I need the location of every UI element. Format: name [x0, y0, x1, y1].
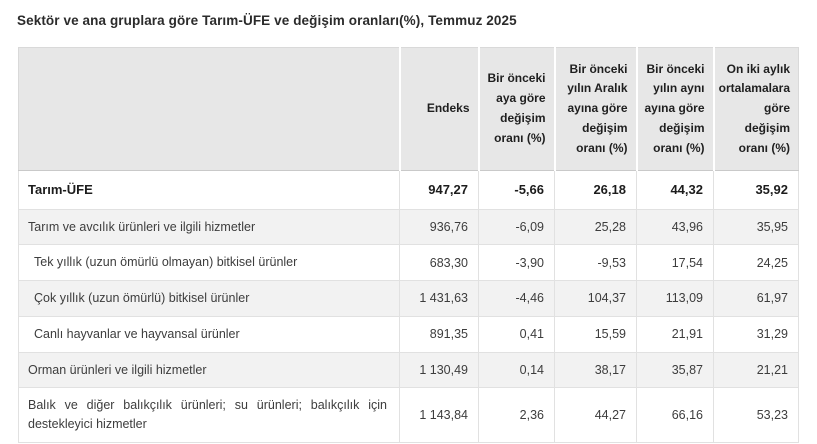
row-label: Tarım ve avcılık ürünleri ve ilgili hizm…: [18, 208, 400, 246]
cell-twelve-month-avg-change: 24,25: [713, 244, 799, 281]
cell-endeks: 1 431,63: [399, 280, 479, 317]
header-row: Endeks Bir önceki aya göre değişim oranı…: [18, 47, 799, 171]
cell-since-december-change: 104,37: [554, 280, 637, 317]
row-label: Orman ürünleri ve ilgili hizmetler: [18, 351, 400, 389]
table-body: Tarım-ÜFE 947,27 -5,66 26,18 44,32 35,92…: [18, 170, 799, 443]
cell-twelve-month-avg-change: 61,97: [713, 280, 799, 317]
cell-monthly-change: 2,36: [478, 387, 555, 443]
table-header: Endeks Bir önceki aya göre değişim oranı…: [18, 47, 799, 171]
column-header-twelve-month-avg-change: On iki aylık ortalamalara göre değişim o…: [712, 47, 799, 171]
cell-endeks: 936,76: [399, 208, 479, 246]
table-row: Orman ürünleri ve ilgili hizmetler 1 130…: [18, 351, 799, 389]
cell-annual-change: 43,96: [636, 208, 714, 246]
cell-annual-change: 35,87: [636, 351, 714, 389]
cell-monthly-change: 0,41: [478, 315, 555, 353]
cell-since-december-change: 15,59: [554, 315, 637, 353]
cell-twelve-month-avg-change: 21,21: [713, 351, 799, 389]
cell-twelve-month-avg-change: 53,23: [713, 387, 799, 443]
cell-annual-change: 21,91: [636, 315, 714, 353]
row-label: Çok yıllık (uzun ömürlü) bitkisel ürünle…: [18, 280, 400, 317]
table-row: Tarım ve avcılık ürünleri ve ilgili hizm…: [18, 208, 799, 246]
row-label: Balık ve diğer balıkçılık ürünleri; su ü…: [18, 387, 400, 443]
cell-monthly-change: 0,14: [478, 351, 555, 389]
cell-annual-change: 44,32: [636, 170, 714, 210]
cell-since-december-change: 38,17: [554, 351, 637, 389]
cell-endeks: 947,27: [399, 170, 479, 210]
cell-twelve-month-avg-change: 35,95: [713, 208, 799, 246]
cell-endeks: 1 143,84: [399, 387, 479, 443]
column-header-endeks: Endeks: [398, 47, 479, 171]
cell-monthly-change: -3,90: [478, 244, 555, 281]
cell-annual-change: 17,54: [636, 244, 714, 281]
column-header-annual-change: Bir önceki yılın aynı ayına göre değişim…: [635, 47, 714, 171]
table-row: Çok yıllık (uzun ömürlü) bitkisel ürünle…: [18, 280, 799, 317]
cell-endeks: 683,30: [399, 244, 479, 281]
row-label: Tarım-ÜFE: [18, 170, 400, 210]
table-row: Canlı hayvanlar ve hayvansal ürünler 891…: [18, 315, 799, 353]
cell-monthly-change: -4,46: [478, 280, 555, 317]
cell-since-december-change: 25,28: [554, 208, 637, 246]
corner-header-cell: [18, 47, 400, 171]
row-label: Canlı hayvanlar ve hayvansal ürünler: [18, 315, 400, 353]
table-row: Tek yıllık (uzun ömürlü olmayan) bitkise…: [18, 244, 799, 281]
cell-annual-change: 66,16: [636, 387, 714, 443]
column-header-monthly-change: Bir önceki aya göre değişim oranı (%): [477, 47, 555, 171]
cell-twelve-month-avg-change: 31,29: [713, 315, 799, 353]
table-row: Tarım-ÜFE 947,27 -5,66 26,18 44,32 35,92: [18, 170, 799, 210]
cell-monthly-change: -6,09: [478, 208, 555, 246]
agri-ppi-table: Endeks Bir önceki aya göre değişim oranı…: [18, 47, 799, 443]
cell-endeks: 891,35: [399, 315, 479, 353]
cell-since-december-change: -9,53: [554, 244, 637, 281]
cell-endeks: 1 130,49: [399, 351, 479, 389]
page-title: Sektör ve ana gruplara göre Tarım-ÜFE ve…: [17, 13, 517, 28]
row-label: Tek yıllık (uzun ömürlü olmayan) bitkise…: [18, 244, 400, 281]
cell-since-december-change: 26,18: [554, 170, 637, 210]
cell-since-december-change: 44,27: [554, 387, 637, 443]
cell-monthly-change: -5,66: [478, 170, 555, 210]
table-row: Balık ve diğer balıkçılık ürünleri; su ü…: [18, 387, 799, 443]
cell-annual-change: 113,09: [636, 280, 714, 317]
column-header-since-december-change: Bir önceki yılın Aralık ayına göre değiş…: [553, 47, 637, 171]
cell-twelve-month-avg-change: 35,92: [713, 170, 799, 210]
